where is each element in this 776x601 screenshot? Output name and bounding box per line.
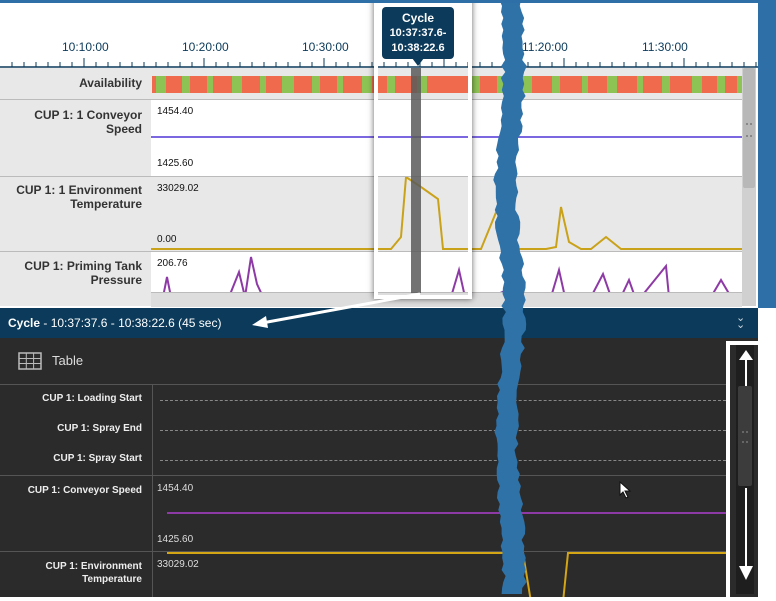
available-segment: [607, 76, 617, 93]
available-segment: [417, 76, 427, 93]
row-label: CUP 1: Conveyor Speed: [27, 485, 142, 496]
event-track[interactable]: [160, 400, 726, 401]
available-segment: [362, 76, 372, 93]
available-segment: [737, 76, 742, 93]
row-label: CUP 1: Spray Start: [53, 453, 142, 464]
tooltip-range-end: 10:38:22.6: [391, 42, 445, 54]
event-track[interactable]: [160, 430, 726, 431]
scroll-up-arrow-icon: [739, 350, 753, 386]
table-button[interactable]: Table: [18, 350, 98, 372]
table-grid-icon: [18, 352, 42, 370]
collapse-chevron-icon[interactable]: ⌄ ⌄: [736, 312, 746, 331]
timeline-panel: 10:10:00 10:20:00 10:30:00 11:20:00 11:3…: [0, 0, 758, 307]
time-tick-label: 10:20:00: [182, 40, 229, 54]
time-tick-label: 11:30:00: [642, 40, 688, 54]
available-segment: [522, 76, 532, 93]
available-segment: [497, 76, 503, 93]
timeline-scrollbar[interactable]: [742, 68, 756, 306]
row-label: CUP 1: 1 Environment Temperature: [16, 183, 142, 211]
axis-min-value: 0.00: [157, 234, 177, 245]
callout-arrow: [252, 292, 421, 328]
row-label: CUP 1: Spray End: [57, 423, 142, 434]
detail-scrollbar[interactable]: [736, 344, 754, 594]
row-plot[interactable]: 33029.02 0.00: [151, 177, 742, 251]
available-segment: [260, 76, 266, 93]
time-tick-label: 10:10:00: [62, 40, 109, 54]
axis-max-value: 1454.40: [157, 483, 194, 494]
detail-row-environment-temperature: CUP 1: Environment Temperature 33029.02: [0, 552, 726, 597]
detail-panel: Table CUP 1: Loading Start CUP 1: Spray …: [0, 338, 776, 601]
available-segment: [232, 76, 242, 93]
conveyor-speed-row: CUP 1: 1 Conveyor Speed 1454.40 1425.60: [0, 100, 742, 177]
environment-temperature-detail-line[interactable]: [153, 552, 726, 597]
detail-title: Cycle: [8, 316, 41, 330]
detail-header[interactable]: Cycle - 10:37:37.6 - 10:38:22.6 (45 sec)…: [0, 308, 758, 338]
available-segment: [282, 76, 294, 93]
availability-bar[interactable]: [152, 76, 742, 93]
axis-min-value: 1425.60: [157, 534, 194, 545]
conveyor-speed-detail-line[interactable]: [153, 476, 726, 551]
scrollbar-thumb[interactable]: [738, 386, 752, 486]
conveyor-speed-line: [151, 136, 742, 138]
time-tick-label: 11:20:00: [522, 40, 568, 54]
priming-tank-pressure-line: [162, 256, 730, 292]
available-segment: [472, 76, 480, 93]
row-plot[interactable]: 206.76: [151, 252, 742, 292]
window-edge-right: [758, 0, 776, 308]
available-segment: [156, 76, 166, 93]
detail-toolbar: Table: [0, 338, 726, 385]
axis-max-value: 33029.02: [157, 559, 199, 570]
available-segment: [637, 76, 643, 93]
axis-max-value: 33029.02: [157, 183, 199, 194]
tooltip-range-start: 10:37:37.6-: [389, 27, 447, 39]
time-tick-label: 10:30:00: [302, 40, 349, 54]
detail-header-text: Cycle - 10:37:37.6 - 10:38:22.6 (45 sec): [8, 316, 221, 330]
priming-tank-pressure-row: CUP 1: Priming Tank Pressure 206.76: [0, 252, 742, 307]
available-segment: [552, 76, 560, 93]
axis-max-value: 1454.40: [157, 106, 194, 117]
available-segment: [692, 76, 702, 93]
scroll-down-arrow-icon: [739, 488, 753, 580]
label-column-divider: [152, 384, 153, 597]
available-segment: [312, 76, 320, 93]
axis-min-value: 1425.60: [157, 158, 194, 169]
horizontal-scrollbar[interactable]: [151, 292, 742, 307]
time-axis[interactable]: 10:10:00 10:20:00 10:30:00 11:20:00 11:3…: [0, 0, 758, 68]
available-segment: [387, 76, 395, 93]
available-segment: [207, 76, 213, 93]
environment-temperature-row: CUP 1: 1 Environment Temperature 33029.0…: [0, 177, 742, 252]
time-axis-ticks: [0, 58, 758, 68]
row-label: CUP 1: 1 Conveyor Speed: [34, 108, 142, 136]
availability-row: Availability: [0, 68, 742, 100]
detail-row-spray-start: CUP 1: Spray Start: [0, 445, 726, 476]
detail-row-spray-end: CUP 1: Spray End: [0, 415, 726, 445]
row-label: CUP 1: Loading Start: [42, 393, 142, 404]
scrollbar-thumb[interactable]: [743, 68, 755, 188]
detail-range: - 10:37:37.6 - 10:38:22.6 (45 sec): [40, 316, 222, 330]
row-label: CUP 1: Priming Tank Pressure: [24, 259, 142, 287]
cycle-tooltip: Cycle 10:37:37.6- 10:38:22.6: [382, 7, 454, 59]
tooltip-title: Cycle: [401, 11, 435, 25]
available-segment: [182, 76, 190, 93]
table-button-label: Table: [52, 353, 84, 368]
cycle-selection-bar[interactable]: [411, 68, 421, 293]
mouse-cursor-icon: [619, 481, 632, 499]
tooltip-pointer: [412, 58, 424, 66]
detail-row-loading-start: CUP 1: Loading Start: [0, 385, 726, 415]
axis-max-value: 206.76: [157, 258, 188, 269]
available-segment: [337, 76, 343, 93]
row-label: CUP 1: Environment Temperature: [45, 561, 143, 585]
event-track[interactable]: [160, 460, 726, 461]
window-edge-top: [0, 0, 758, 3]
scrollbar-grip: [742, 431, 748, 443]
torn-break-divider: [493, 0, 527, 594]
available-segment: [717, 76, 725, 93]
detail-row-conveyor-speed: CUP 1: Conveyor Speed 1454.40 1425.60: [0, 476, 726, 552]
available-segment: [662, 76, 670, 93]
scrollbar-grip: [746, 123, 752, 137]
row-label: Availability: [79, 76, 142, 90]
available-segment: [582, 76, 588, 93]
row-plot[interactable]: 1454.40 1425.60: [151, 100, 742, 176]
